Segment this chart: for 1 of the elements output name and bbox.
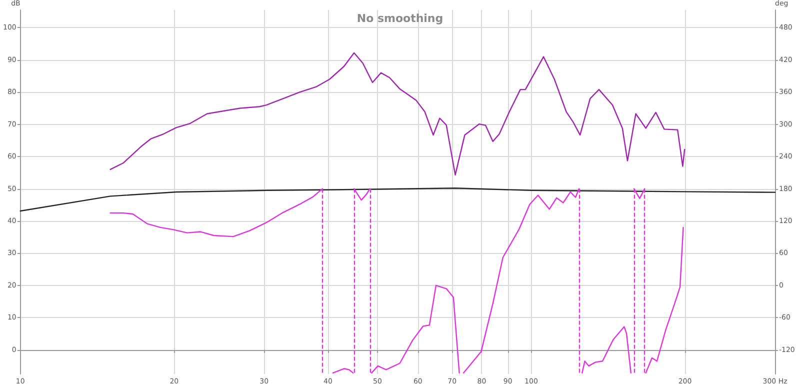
chart-title: No smoothing bbox=[356, 12, 444, 25]
